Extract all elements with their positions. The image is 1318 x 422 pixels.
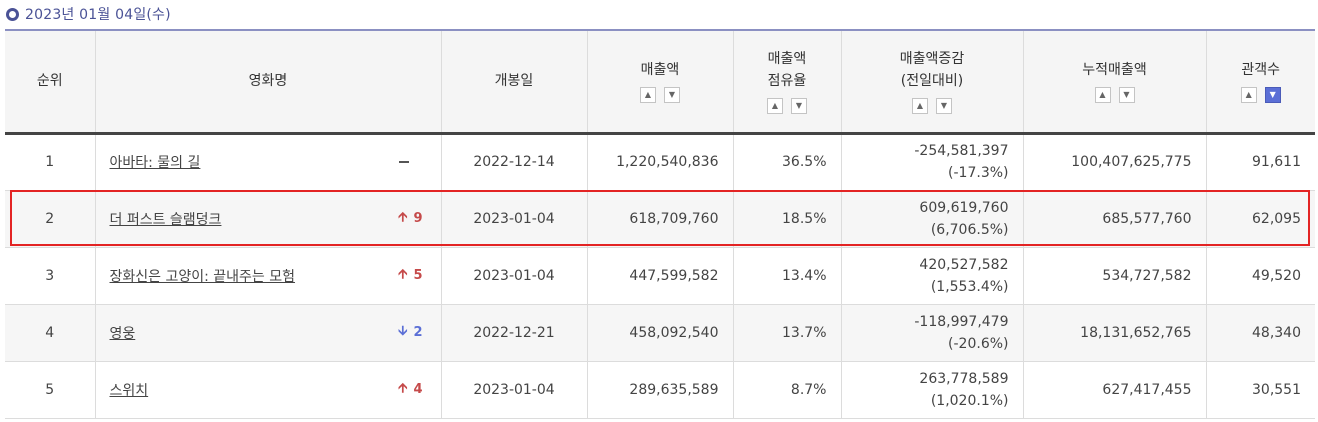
- sort-controls-share: ▲ ▼: [734, 98, 841, 115]
- sort-asc-button[interactable]: ▲: [1240, 87, 1257, 104]
- rank-change: 🡩 4: [397, 379, 423, 401]
- cumulative-sales-cell: 685,577,760: [1023, 190, 1207, 248]
- movie-title-link[interactable]: 더 퍼스트 슬램덩크: [109, 211, 222, 228]
- share-cell: 8.7%: [733, 361, 842, 419]
- sales-change-cell: 420,527,582 (1,553.4%): [841, 247, 1024, 305]
- audience-cell: 49,520: [1206, 247, 1315, 305]
- sort-controls-change: ▲ ▼: [842, 98, 1023, 115]
- release-date-cell: 2022-12-21: [441, 304, 588, 362]
- col-header-cumulative: 누적매출액 ▲ ▼: [1023, 29, 1207, 135]
- sales-change-cell: -254,581,397 (-17.3%): [841, 133, 1024, 191]
- audience-cell: 30,551: [1206, 361, 1315, 419]
- sort-controls-cumulative: ▲ ▼: [1024, 87, 1206, 104]
- sort-controls-sales: ▲ ▼: [588, 87, 733, 104]
- col-header-release: 개봉일: [441, 29, 588, 135]
- boxoffice-table: 순위 영화명 개봉일 매출액 ▲ ▼ 매출액 점유율 ▲ ▼ 매출액증감 (전일대비…: [5, 29, 1315, 419]
- col-header-share: 매출액 점유율 ▲ ▼: [733, 29, 842, 135]
- share-cell: 13.7%: [733, 304, 842, 362]
- audience-cell: 62,095: [1206, 190, 1315, 248]
- audience-cell: 91,611: [1206, 133, 1315, 191]
- title-cell: 영웅 🡫 2: [95, 304, 442, 362]
- sales-cell: 458,092,540: [587, 304, 734, 362]
- sort-desc-button[interactable]: ▼: [791, 98, 807, 115]
- release-date-cell: 2022-12-14: [441, 133, 588, 191]
- rank-cell: 4: [5, 304, 96, 362]
- table-row: 4 영웅 🡫 2 2022-12-21 458,092,540 13.7% -1…: [5, 304, 1315, 362]
- rank-change: 🡩 9: [397, 208, 423, 230]
- movie-title-link[interactable]: 영웅: [109, 325, 136, 342]
- sort-desc-button[interactable]: ▼: [664, 87, 680, 104]
- title-cell: 스위치 🡩 4: [95, 361, 442, 419]
- rank-cell: 1: [5, 133, 96, 191]
- table-row: 5 스위치 🡩 4 2023-01-04 289,635,589 8.7% 26…: [5, 361, 1315, 419]
- cumulative-sales-cell: 100,407,625,775: [1023, 133, 1207, 191]
- sort-asc-button[interactable]: ▲: [640, 87, 656, 104]
- table-row: 2 더 퍼스트 슬램덩크 🡩 9 2023-01-04 618,709,760 …: [5, 190, 1315, 248]
- sales-change-cell: 609,619,760 (6,706.5%): [841, 190, 1024, 248]
- rank-cell: 5: [5, 361, 96, 419]
- cumulative-sales-cell: 534,727,582: [1023, 247, 1207, 305]
- rank-cell: 3: [5, 247, 96, 305]
- arrow-up-icon: 🡩: [398, 266, 408, 282]
- share-cell: 36.5%: [733, 133, 842, 191]
- sort-desc-button[interactable]: ▼: [936, 98, 952, 115]
- arrow-down-icon: 🡫: [398, 323, 408, 339]
- col-header-change: 매출액증감 (전일대비) ▲ ▼: [841, 29, 1024, 135]
- sort-asc-button[interactable]: ▲: [1094, 87, 1111, 104]
- release-date-cell: 2023-01-04: [441, 247, 588, 305]
- cumulative-sales-cell: 627,417,455: [1023, 361, 1207, 419]
- movie-title-link[interactable]: 장화신은 고양이: 끝내주는 모험: [109, 268, 296, 285]
- rank-change: 🡩 5: [397, 265, 423, 287]
- date-label: 2023년 01월 04일(수): [25, 7, 171, 23]
- movie-title-link[interactable]: 스위치: [109, 382, 149, 399]
- sort-asc-button[interactable]: ▲: [912, 98, 928, 115]
- cumulative-sales-cell: 18,131,652,765: [1023, 304, 1207, 362]
- title-cell: 장화신은 고양이: 끝내주는 모험 🡩 5: [95, 247, 442, 305]
- table-header-row: 순위 영화명 개봉일 매출액 ▲ ▼ 매출액 점유율 ▲ ▼ 매출액증감 (전일대비…: [5, 29, 1316, 135]
- rank-change: [397, 161, 423, 163]
- sales-cell: 289,635,589: [587, 361, 734, 419]
- rank-change-value: 9: [413, 211, 423, 226]
- sales-cell: 618,709,760: [587, 190, 734, 248]
- table-row: 1 아바타: 물의 길 2022-12-14 1,220,540,836 36.…: [5, 133, 1315, 191]
- release-date-cell: 2023-01-04: [441, 361, 588, 419]
- rank-change-value: 2: [413, 325, 423, 340]
- arrow-up-icon: 🡩: [398, 380, 408, 396]
- rank-change-value: 5: [413, 268, 423, 283]
- table-row: 3 장화신은 고양이: 끝내주는 모험 🡩 5 2023-01-04 447,5…: [5, 247, 1315, 305]
- sales-change-cell: -118,997,479 (-20.6%): [841, 304, 1024, 362]
- col-header-audience: 관객수 ▲ ▼: [1206, 29, 1316, 135]
- sales-cell: 1,220,540,836: [587, 133, 734, 191]
- rank-change: 🡫 2: [397, 322, 423, 344]
- title-cell: 더 퍼스트 슬램덩크 🡩 9: [95, 190, 442, 248]
- sort-desc-button[interactable]: ▼: [1118, 87, 1135, 104]
- rank-change-value: 4: [413, 382, 423, 397]
- sort-asc-button[interactable]: ▲: [767, 98, 783, 115]
- date-header: 2023년 01월 04일(수): [6, 3, 171, 25]
- share-cell: 18.5%: [733, 190, 842, 248]
- sales-change-cell: 263,778,589 (1,020.1%): [841, 361, 1024, 419]
- circle-bullet-icon: [6, 7, 19, 21]
- release-date-cell: 2023-01-04: [441, 190, 588, 248]
- col-header-title: 영화명: [95, 29, 442, 135]
- share-cell: 13.4%: [733, 247, 842, 305]
- movie-title-link[interactable]: 아바타: 물의 길: [109, 155, 201, 171]
- arrow-up-icon: 🡩: [398, 209, 408, 225]
- rank-cell: 2: [5, 190, 96, 248]
- col-header-sales: 매출액 ▲ ▼: [587, 29, 734, 135]
- col-header-rank: 순위: [5, 29, 96, 135]
- sales-cell: 447,599,582: [587, 247, 734, 305]
- no-change-dash-icon: [398, 161, 409, 163]
- audience-cell: 48,340: [1206, 304, 1315, 362]
- sort-controls-audience: ▲ ▼: [1207, 87, 1316, 104]
- title-cell: 아바타: 물의 길: [95, 133, 442, 191]
- sort-desc-button-active[interactable]: ▼: [1264, 87, 1281, 104]
